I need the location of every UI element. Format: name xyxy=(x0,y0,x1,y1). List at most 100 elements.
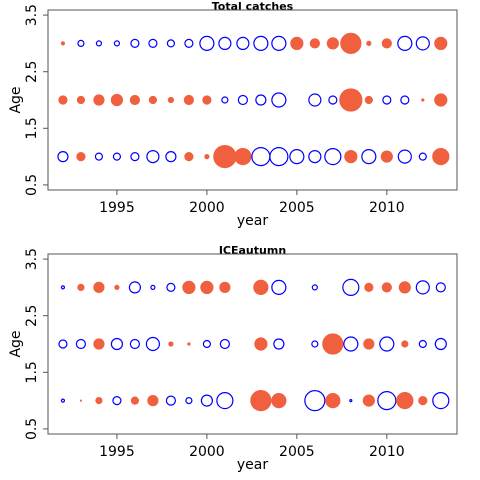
bubble xyxy=(434,93,448,107)
bubble xyxy=(271,279,287,295)
bubble xyxy=(95,40,103,47)
y-tick-label: 3.5 xyxy=(24,4,40,26)
bubble xyxy=(75,338,87,350)
y-tick-label: 1.5 xyxy=(24,117,40,139)
bubble xyxy=(377,391,397,411)
bubble xyxy=(366,40,372,46)
bubble xyxy=(340,32,362,54)
bubble xyxy=(148,38,158,48)
bubble xyxy=(432,392,450,410)
bubble xyxy=(187,342,191,346)
bubble xyxy=(328,95,338,105)
bubble xyxy=(397,149,412,164)
bubble xyxy=(271,393,287,409)
bubble xyxy=(322,333,344,355)
bubble xyxy=(184,38,194,48)
bubble xyxy=(290,36,304,50)
y-tick-label: 1.5 xyxy=(24,361,40,383)
bubble xyxy=(93,338,105,350)
bubble xyxy=(364,95,373,105)
bubble xyxy=(165,151,177,163)
bubble xyxy=(362,394,375,407)
bubble xyxy=(202,339,211,349)
bubble xyxy=(434,36,448,50)
x-tick-label: 2005 xyxy=(279,200,315,216)
bubble xyxy=(308,150,322,164)
x-tick-label: 1995 xyxy=(99,444,135,460)
bubble xyxy=(253,35,269,51)
bubble xyxy=(364,282,374,292)
x-tick-label: 2000 xyxy=(189,200,225,216)
bubble xyxy=(400,95,410,105)
bubble xyxy=(415,280,430,295)
bubble xyxy=(79,399,83,402)
bubble xyxy=(289,149,305,165)
bubble xyxy=(311,284,318,291)
bubble xyxy=(130,396,140,405)
bubble xyxy=(421,98,425,102)
bubble xyxy=(150,284,156,290)
bubble xyxy=(339,88,363,112)
bubble xyxy=(60,41,66,46)
bubble xyxy=(129,338,141,350)
bubble xyxy=(396,392,414,410)
bubble xyxy=(418,152,427,161)
bubble xyxy=(379,336,395,352)
bubble xyxy=(349,399,353,403)
y-tick-label: 2.5 xyxy=(24,61,40,83)
bubble xyxy=(344,150,358,164)
x-tick-label: 2000 xyxy=(189,444,225,460)
bubble xyxy=(110,337,124,351)
bubble xyxy=(432,148,450,166)
plot-frame xyxy=(47,253,458,435)
bubble xyxy=(95,397,103,405)
bubble xyxy=(60,285,66,290)
bubble xyxy=(343,336,359,352)
bubble xyxy=(168,341,174,347)
x-axis-label: year xyxy=(237,213,268,229)
bubble xyxy=(128,281,142,294)
bubble xyxy=(221,96,229,104)
chart-title: Total catches xyxy=(212,0,294,13)
bubble xyxy=(94,152,104,161)
bubble xyxy=(145,336,161,352)
bubble xyxy=(250,390,272,412)
bubble xyxy=(254,337,268,351)
bubble xyxy=(130,38,140,48)
bubble xyxy=(363,338,375,350)
bubble xyxy=(325,393,341,409)
bubble xyxy=(236,36,250,50)
bubble xyxy=(324,148,342,166)
bubble xyxy=(184,152,194,162)
bubble xyxy=(397,35,413,51)
bubble xyxy=(114,284,120,290)
chart-title: ICEautumn xyxy=(219,244,286,257)
bubble xyxy=(129,94,141,106)
bubble xyxy=(219,338,230,350)
plot-frame xyxy=(47,9,458,191)
bubble xyxy=(166,282,176,292)
bubble xyxy=(308,93,322,107)
bubble xyxy=(57,151,69,163)
bubble xyxy=(381,38,392,49)
y-axis-label: Age xyxy=(8,330,24,357)
bubble xyxy=(112,152,122,161)
bubble xyxy=(251,147,271,167)
bubble xyxy=(253,279,269,295)
x-tick-label: 2005 xyxy=(279,444,315,460)
bubble xyxy=(415,36,430,51)
bubble xyxy=(309,38,320,49)
bubble xyxy=(167,96,174,104)
bubble xyxy=(219,281,231,293)
bubble xyxy=(185,397,193,405)
bubble xyxy=(234,148,252,166)
bubble xyxy=(200,394,213,407)
bubble xyxy=(218,36,232,50)
y-tick-label: 2.5 xyxy=(24,305,40,327)
bubble xyxy=(361,149,377,165)
bubble xyxy=(304,390,326,412)
bubble xyxy=(112,396,122,406)
bubble xyxy=(110,93,124,107)
bubble xyxy=(237,94,248,106)
y-axis-label: Age xyxy=(8,86,24,113)
